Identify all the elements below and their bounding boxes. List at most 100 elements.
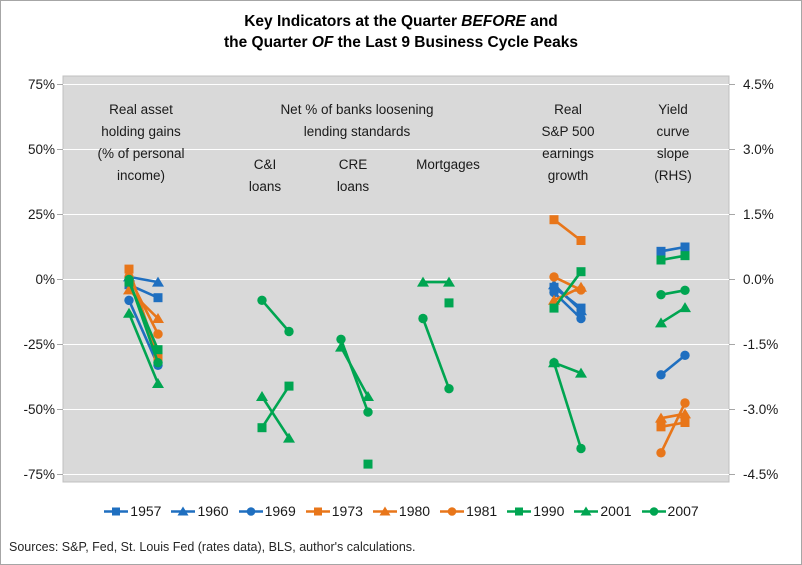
- right-axis-tick-label: 3.0%: [743, 141, 774, 157]
- legend-label-1957: 1957: [130, 503, 162, 519]
- data-point-marker: [549, 303, 559, 313]
- series-segment: [127, 276, 160, 335]
- lending-standards-label-line: lending standards: [303, 124, 411, 139]
- data-point-marker: [656, 255, 666, 265]
- series-segment: [421, 318, 451, 390]
- left-axis-tick-label: 25%: [27, 206, 55, 222]
- left-axis-tick-label: -75%: [23, 466, 55, 482]
- data-point-marker: [417, 276, 429, 287]
- data-point-marker: [124, 295, 134, 305]
- legend-label-1981: 1981: [466, 503, 498, 519]
- mortgages-label-line: Mortgages: [416, 157, 480, 172]
- data-point-marker: [680, 418, 690, 427]
- real-asset-gains-label-line: holding gains: [101, 124, 181, 139]
- legend: 1957 1960 1969 1973 1980 1981 1990 2001 2007: [1, 503, 801, 519]
- data-point-marker: [656, 370, 666, 380]
- data-point-marker: [362, 391, 374, 401]
- lending-standards-label-line: Net % of banks loosening: [280, 102, 434, 117]
- data-point-marker: [549, 215, 559, 225]
- sp500-earnings-label-line: Real: [554, 102, 582, 117]
- right-axis-tick-label: -4.5%: [743, 466, 779, 482]
- series-segment: [127, 312, 160, 384]
- cre-loans-label: CRE loans: [318, 154, 388, 198]
- series-segment: [552, 270, 583, 309]
- legend-marker-square-icon: [507, 507, 532, 515]
- data-point-marker: [124, 274, 134, 285]
- data-point-marker: [680, 242, 690, 252]
- data-point-marker: [444, 384, 454, 394]
- legend-label-1990: 1990: [533, 503, 565, 519]
- right-axis-tick-label: -1.5%: [743, 336, 779, 352]
- legend-marker-triangle-icon: [171, 506, 196, 515]
- data-point-marker: [680, 251, 690, 261]
- legend-item-2007: 2007: [641, 503, 699, 519]
- data-point-marker: [257, 423, 267, 433]
- real-asset-gains-label-line: income): [116, 168, 165, 183]
- legend-marker-triangle-icon: [574, 506, 599, 515]
- left-axis-tick-label: 75%: [27, 76, 55, 92]
- series-segment: [261, 299, 290, 333]
- series-segment: [339, 338, 370, 413]
- data-point-marker: [656, 448, 666, 458]
- data-point-marker: [336, 334, 346, 344]
- left-axis-tick-label: 0%: [35, 271, 55, 287]
- legend-marker-triangle-icon: [372, 506, 397, 515]
- right-axis-tick-label: -3.0%: [743, 401, 779, 417]
- real-asset-gains-label-line: (% of personal: [97, 146, 185, 161]
- data-point-marker: [284, 326, 294, 337]
- legend-marker-square-icon: [104, 507, 129, 515]
- sp500-earnings-label: Real S&P 500 earnings growth: [518, 99, 618, 187]
- cre-loans-label-line: CRE: [338, 157, 368, 172]
- legend-item-1990: 1990: [506, 503, 564, 519]
- yield-curve-label-line: slope: [656, 146, 690, 161]
- yield-curve-label-line: Yield: [658, 102, 688, 117]
- sources-note: Sources: S&P, Fed, St. Louis Fed (rates …: [9, 540, 416, 554]
- yield-curve-label-line: (RHS): [654, 168, 692, 183]
- data-point-marker: [153, 329, 163, 339]
- data-point-marker: [153, 345, 163, 355]
- legend-item-1969: 1969: [238, 503, 296, 519]
- chart-title: Key Indicators at the Quarter BEFORE and…: [1, 11, 801, 53]
- data-point-marker: [656, 422, 666, 432]
- data-point-marker: [575, 305, 587, 316]
- data-point-marker: [655, 317, 667, 328]
- data-point-marker: [549, 272, 559, 282]
- series-segment: [260, 385, 291, 429]
- right-axis-tick-label: 1.5%: [743, 206, 774, 222]
- series-segment: [127, 299, 160, 366]
- chart-title-line-2: the Quarter OF the Last 9 Business Cycle…: [223, 34, 579, 51]
- series-segment: [339, 346, 370, 398]
- legend-label-1969: 1969: [264, 503, 296, 519]
- real-asset-gains-label-line: Real asset: [109, 102, 173, 117]
- title-emphasis-before: BEFORE: [461, 13, 526, 30]
- legend-label-1960: 1960: [197, 503, 229, 519]
- series-segment: [128, 275, 159, 284]
- series-segment: [659, 402, 687, 454]
- legend-item-1957: 1957: [103, 503, 161, 519]
- data-point-marker: [576, 285, 586, 295]
- legend-marker-square-icon: [305, 507, 330, 515]
- legend-label-2007: 2007: [667, 503, 699, 519]
- data-point-marker: [680, 350, 690, 361]
- data-point-marker: [256, 391, 268, 401]
- left-axis-tick-label: 50%: [27, 141, 55, 157]
- cre-loans-label-line: loans: [336, 179, 370, 194]
- legend-label-2001: 2001: [600, 503, 632, 519]
- series-segment: [127, 279, 160, 364]
- yield-curve-label-line: curve: [656, 124, 690, 139]
- legend-label-1973: 1973: [331, 503, 363, 519]
- data-point-marker: [679, 302, 691, 313]
- legend-item-2001: 2001: [573, 503, 632, 519]
- data-point-marker: [576, 267, 586, 277]
- data-point-marker: [656, 246, 666, 256]
- data-point-marker: [575, 367, 587, 378]
- data-point-marker: [576, 236, 586, 245]
- data-point-marker: [153, 358, 163, 368]
- data-point-marker: [549, 358, 559, 368]
- data-point-marker: [153, 353, 163, 362]
- ci-loans-label-line: loans: [248, 179, 282, 194]
- legend-marker-circle-icon: [440, 506, 465, 516]
- series-segment: [660, 354, 686, 376]
- right-axis-tick-label: 4.5%: [743, 76, 774, 92]
